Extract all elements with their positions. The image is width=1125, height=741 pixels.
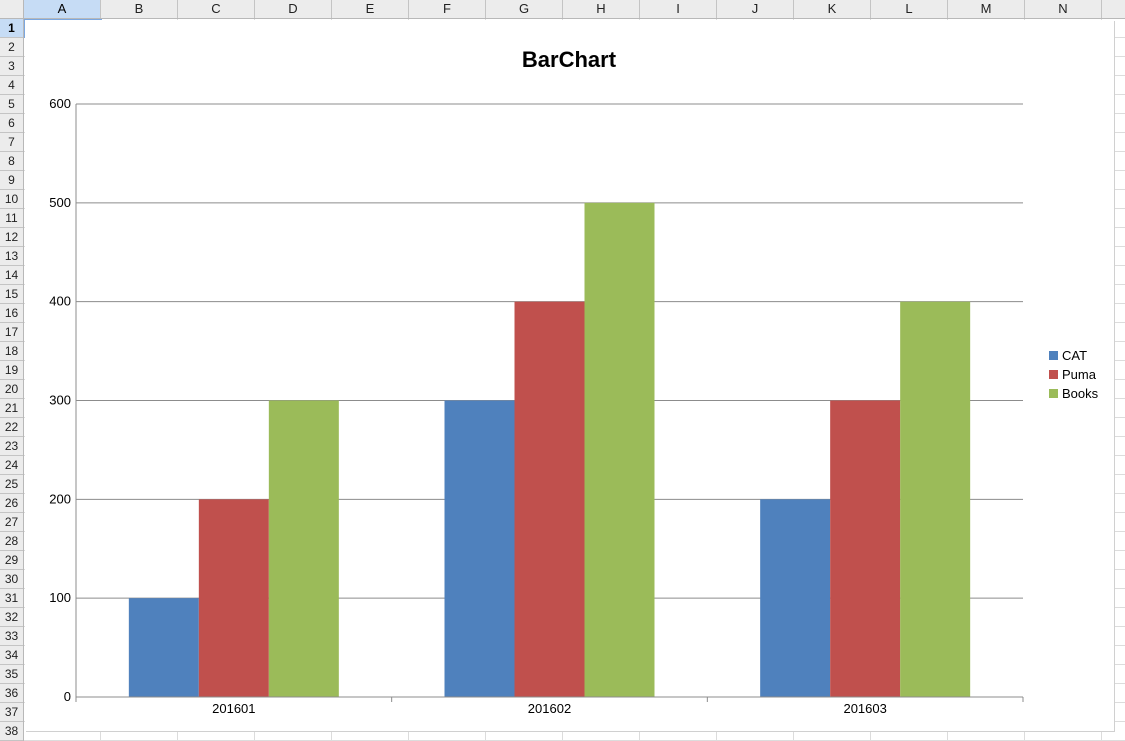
row-header-31[interactable]: 31 bbox=[0, 589, 23, 608]
row-header-15[interactable]: 15 bbox=[0, 285, 23, 304]
column-header-g[interactable]: G bbox=[486, 0, 563, 18]
bar-books-201601 bbox=[268, 400, 339, 697]
column-header-b[interactable]: B bbox=[101, 0, 178, 18]
row-header-29[interactable]: 29 bbox=[0, 551, 23, 570]
row-header-18[interactable]: 18 bbox=[0, 342, 23, 361]
row-header-9[interactable]: 9 bbox=[0, 171, 23, 190]
legend-swatch-books bbox=[1049, 389, 1058, 398]
select-all-corner[interactable] bbox=[0, 0, 24, 19]
column-header-k[interactable]: K bbox=[794, 0, 871, 18]
chart-title: BarChart bbox=[522, 47, 617, 72]
row-header-33[interactable]: 33 bbox=[0, 627, 23, 646]
row-header-27[interactable]: 27 bbox=[0, 513, 23, 532]
row-header-32[interactable]: 32 bbox=[0, 608, 23, 627]
axes: 0 100 200 300 400 500 600 201601 201602 201603 bbox=[49, 96, 1024, 716]
row-header-26[interactable]: 26 bbox=[0, 494, 23, 513]
row-header-36[interactable]: 36 bbox=[0, 684, 23, 703]
row-header-4[interactable]: 4 bbox=[0, 76, 23, 95]
row-header-23[interactable]: 23 bbox=[0, 437, 23, 456]
row-header-37[interactable]: 37 bbox=[0, 703, 23, 722]
row-header-34[interactable]: 34 bbox=[0, 646, 23, 665]
y-tick-label: 400 bbox=[49, 294, 71, 309]
y-tick-label: 200 bbox=[49, 491, 71, 506]
row-header-3[interactable]: 3 bbox=[0, 57, 23, 76]
bar-books-201602 bbox=[584, 202, 655, 698]
row-header-13[interactable]: 13 bbox=[0, 247, 23, 266]
legend-label-cat: CAT bbox=[1062, 348, 1087, 363]
row-header-22[interactable]: 22 bbox=[0, 418, 23, 437]
bar-puma-201602 bbox=[514, 301, 585, 697]
bars bbox=[128, 202, 971, 698]
row-header-17[interactable]: 17 bbox=[0, 323, 23, 342]
row-header-38[interactable]: 38 bbox=[0, 722, 23, 741]
column-header-l[interactable]: L bbox=[871, 0, 948, 18]
legend-label-puma: Puma bbox=[1062, 367, 1097, 382]
column-header-d[interactable]: D bbox=[255, 0, 332, 18]
x-tick-label: 201602 bbox=[528, 701, 571, 716]
row-header-24[interactable]: 24 bbox=[0, 456, 23, 475]
row-header-1[interactable]: 1 bbox=[0, 19, 23, 38]
column-header-h[interactable]: H bbox=[563, 0, 640, 18]
column-header-f[interactable]: F bbox=[409, 0, 486, 18]
bar-cat-201602 bbox=[444, 400, 515, 697]
row-header-30[interactable]: 30 bbox=[0, 570, 23, 589]
row-header-19[interactable]: 19 bbox=[0, 361, 23, 380]
bar-chart: BarChart 0 100 200 300 400 500 600 201601 201602… bbox=[49, 47, 1099, 716]
row-header-11[interactable]: 11 bbox=[0, 209, 23, 228]
y-tick-label: 300 bbox=[49, 393, 71, 408]
row-header-12[interactable]: 12 bbox=[0, 228, 23, 247]
bar-puma-201601 bbox=[198, 499, 269, 697]
bar-cat-201601 bbox=[128, 598, 199, 697]
row-header-14[interactable]: 14 bbox=[0, 266, 23, 285]
row-header-35[interactable]: 35 bbox=[0, 665, 23, 684]
row-header-10[interactable]: 10 bbox=[0, 190, 23, 209]
row-header-5[interactable]: 5 bbox=[0, 95, 23, 114]
row-header-25[interactable]: 25 bbox=[0, 475, 23, 494]
legend: CAT Puma Books bbox=[1049, 348, 1099, 401]
row-header-8[interactable]: 8 bbox=[0, 152, 23, 171]
x-tick-label: 201601 bbox=[212, 701, 255, 716]
x-tick-label: 201603 bbox=[843, 701, 886, 716]
y-tick-label: 0 bbox=[64, 689, 71, 704]
y-tick-label: 600 bbox=[49, 96, 71, 111]
column-header-m[interactable]: M bbox=[948, 0, 1025, 18]
row-header-21[interactable]: 21 bbox=[0, 399, 23, 418]
legend-label-books: Books bbox=[1062, 386, 1099, 401]
row-header-bar: 1 2 3 4 5 6 7 8 9 10 11 12 13 14 15 16 17 18 19 20 21 22 23 24 2… bbox=[0, 19, 24, 741]
legend-swatch-puma bbox=[1049, 370, 1058, 379]
column-header-a[interactable]: A bbox=[24, 0, 101, 18]
row-header-28[interactable]: 28 bbox=[0, 532, 23, 551]
row-header-20[interactable]: 20 bbox=[0, 380, 23, 399]
bar-cat-201603 bbox=[760, 499, 831, 697]
row-header-7[interactable]: 7 bbox=[0, 133, 23, 152]
bar-puma-201603 bbox=[830, 400, 901, 697]
bar-books-201603 bbox=[900, 301, 971, 697]
column-header-j[interactable]: J bbox=[717, 0, 794, 18]
column-header-n[interactable]: N bbox=[1025, 0, 1102, 18]
row-header-6[interactable]: 6 bbox=[0, 114, 23, 133]
y-tick-label: 100 bbox=[49, 590, 71, 605]
column-header-e[interactable]: E bbox=[332, 0, 409, 18]
legend-swatch-cat bbox=[1049, 351, 1058, 360]
column-header-i[interactable]: I bbox=[640, 0, 717, 18]
row-header-16[interactable]: 16 bbox=[0, 304, 23, 323]
chart-area[interactable]: BarChart 0 100 200 300 400 500 600 201601 201602… bbox=[25, 20, 1114, 731]
row-header-2[interactable]: 2 bbox=[0, 38, 23, 57]
column-header-c[interactable]: C bbox=[178, 0, 255, 18]
y-tick-label: 500 bbox=[49, 195, 71, 210]
